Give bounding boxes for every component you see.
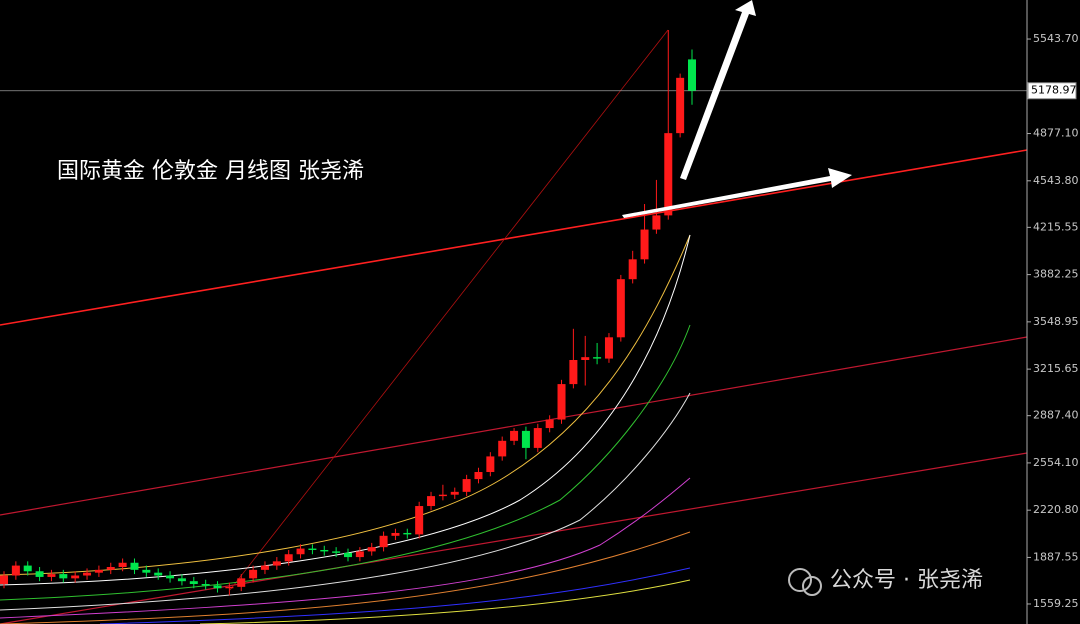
candle-body [640,229,649,260]
candle-body [367,547,376,552]
ma-line [0,531,691,624]
ma-line [0,234,691,576]
ma-line [199,579,691,624]
current-price-label: 5178.97 [1031,84,1077,97]
candle-body [545,419,554,429]
candle-body [415,506,424,535]
candle-body [581,357,590,360]
candle-body [379,535,388,548]
candle-body [213,585,222,589]
y-tick-label: 4877.10 [1033,127,1079,140]
candle-body [272,561,281,566]
candle-body [237,578,246,587]
candle-body [498,440,507,457]
y-tick-label: 2220.80 [1033,503,1079,516]
candle-body [616,279,625,338]
trend-line [0,336,1028,516]
ma-line [99,567,691,624]
candle-body [521,430,530,448]
candle-body [166,575,175,579]
candle-body [320,549,329,552]
candle-body [154,572,163,576]
candle-body [462,479,471,492]
candle-body [604,337,613,359]
candle-body [344,552,352,558]
candle-body [450,491,459,495]
candle-body [403,532,412,535]
candle-body [106,567,115,570]
candle-body [676,77,685,134]
candle-body [438,494,447,497]
y-tick-label: 2887.40 [1033,409,1079,422]
trend-line [0,149,1028,326]
candle-body [296,548,305,555]
watermark-text: 公众号 · 张尧浠 [830,568,983,593]
y-tick-label: 5543.70 [1033,32,1079,45]
y-tick-label: 1559.25 [1033,597,1079,610]
ma-line [0,324,691,601]
y-tick-label: 4543.80 [1033,174,1079,187]
arrow [622,168,852,218]
y-tick-label: 3882.25 [1033,268,1079,281]
candle-body [94,569,103,573]
candle-body [177,578,186,582]
trend-lines [0,29,1028,624]
candle-body [260,565,269,570]
candle-body [391,532,400,536]
price-axis-panel [1027,0,1080,624]
candles [0,30,696,596]
candle-body [557,384,566,420]
candle-body [628,259,637,280]
candle-body [47,574,56,577]
candle-body [35,571,44,577]
y-tick-label: 1887.55 [1033,550,1079,563]
candle-body [118,562,127,568]
candle-body [510,430,519,441]
candle-body [593,357,602,359]
candle-body [130,562,139,570]
candle-body [83,572,92,576]
candle-body [332,551,341,553]
price-axis: 5543.70 4877.10 4543.80 4215.55 3882.25 3548.… [1027,32,1079,610]
chart-title: 国际黄金 伦敦金 月线图 张尧浠 [57,159,364,184]
y-tick-label: 2554.10 [1033,456,1079,469]
y-tick-label: 4215.55 [1033,220,1079,233]
candle-body [249,569,258,579]
candle-body [284,554,293,562]
candle-body [533,428,542,448]
watermark-icon [802,576,822,596]
trend-line [0,452,1028,624]
candle-body [664,133,673,216]
candle-body [355,551,364,558]
candle-body [11,565,20,576]
watermark-icon [788,568,812,592]
candle-body [0,575,8,585]
candle-body [486,456,495,473]
candle-body [23,565,32,572]
watermark: 公众号 · 张尧浠 [788,568,983,596]
candle-body [688,59,696,91]
current-price-box [1027,82,1077,100]
candle-body [474,472,483,480]
candle-body [427,496,436,507]
candle-body [142,569,151,573]
y-tick-label: 3215.65 [1033,362,1079,375]
arrow [680,0,756,180]
ma-line [0,392,691,611]
candle-body [71,575,80,579]
candle-body [225,586,234,589]
ma-line [0,477,691,619]
candle-body [59,574,68,579]
candle-body [308,548,317,550]
y-tick-label: 3548.95 [1033,315,1079,328]
candle-body [201,584,210,586]
candle-body [569,359,578,385]
candle-body [189,581,198,585]
candle-body [652,215,661,230]
trend-line [229,29,669,591]
